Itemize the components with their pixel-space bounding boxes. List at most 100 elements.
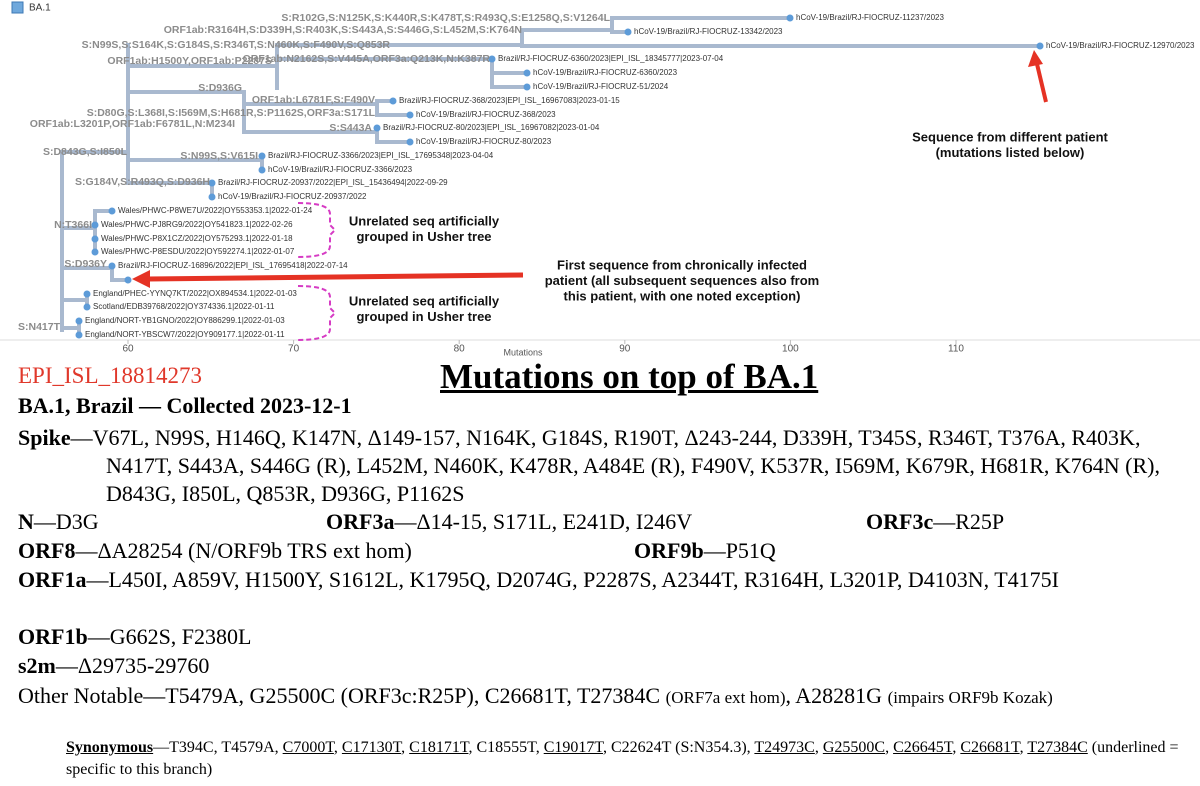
branches	[60, 16, 1042, 337]
branch-label: S:S443A	[329, 122, 372, 134]
axis-tick-label: 110	[948, 344, 964, 355]
gene-name: ORF1a	[18, 567, 87, 592]
gene-mutations: —L450I, A859V, H1500Y, S1612L, K1795Q, D…	[86, 567, 1059, 592]
synonymous-text: C7000T	[282, 739, 334, 756]
synonymous-text: , C18555T,	[468, 739, 544, 756]
leaf-label: hCoV-19/Brazil/RJ-FIOCRUZ-80/2023	[416, 137, 552, 146]
leaf-label: Brazil/RJ-FIOCRUZ-16896/2022|EPI_ISL_176…	[118, 261, 348, 270]
leaf-dot	[75, 331, 83, 339]
synonymous-text: C26645T	[893, 739, 953, 756]
gene-mutations: —D3G	[33, 509, 99, 534]
leaf-label: hCoV-19/Brazil/RJ-FIOCRUZ-368/2023	[416, 110, 556, 119]
synonymous-text: (underlined = specific to this branch)	[66, 739, 1179, 778]
doc-subtitle: BA.1, Brazil — Collected 2023-12-1	[18, 393, 352, 418]
annotation: Sequence from different patient	[912, 129, 1108, 144]
leaf-dot	[523, 69, 531, 77]
leaf-label: Scotland/EDB39768/2022|OY374336.1|2022-0…	[93, 302, 275, 311]
leaf-label: Brazil/RJ-FIOCRUZ-3366/2023|EPI_ISL_1769…	[268, 151, 494, 160]
sample-id: EPI_ISL_18814273	[18, 363, 202, 388]
leaf-label: Brazil/RJ-FIOCRUZ-20937/2022|EPI_ISL_154…	[218, 178, 448, 187]
leaf-label: England/NORT-YB1GNO/2022|OY886299.1|2022…	[85, 316, 285, 325]
gene-mutations: —ΔA28254 (N/ORF9b TRS ext hom)	[75, 538, 412, 563]
leaf-dot	[406, 138, 414, 146]
branch-label: ORF1ab:H1500Y,ORF1ab:P2287S	[107, 55, 272, 67]
annotation: Unrelated seq artificially	[349, 213, 500, 228]
arrow	[147, 272, 524, 282]
axis-tick-label: 70	[288, 344, 300, 355]
leaf-dot	[91, 248, 99, 256]
gene-mutations: —G662S, F2380L	[87, 624, 252, 649]
leaf-label: hCoV-19/Brazil/RJ-FIOCRUZ-11237/2023	[796, 13, 944, 22]
branch-label: S:D936G	[198, 82, 242, 94]
synonymous-text: T24973C	[754, 739, 815, 756]
gene-mutations: —P51Q	[703, 538, 776, 563]
annotation: grouped in Usher tree	[356, 229, 491, 244]
leaf-dot	[258, 166, 266, 174]
leaf-label: Wales/PHWC-P8WE7U/2022|OY553353.1|2022-0…	[118, 206, 313, 215]
arrow-head	[1028, 50, 1043, 67]
branch-label: N:T366I	[54, 219, 92, 231]
leaf-dot	[258, 152, 266, 160]
leaf-dot	[523, 83, 531, 91]
leaf-dot	[124, 276, 132, 284]
synonymous-text: C26681T	[960, 739, 1020, 756]
gene-entry: s2m—Δ29735-29760	[18, 652, 1196, 680]
synonymous-text: T27384C	[1027, 739, 1088, 756]
leaf-dot	[108, 207, 116, 215]
legend-label: BA.1	[29, 3, 51, 14]
synonymous: Synonymous—T394C, T4579A, C7000T, C17130…	[66, 737, 1196, 781]
gene-name: ORF1b	[18, 624, 88, 649]
leaf-label: England/PHEC-YYNQ7KT/2022|OX894534.1|202…	[93, 289, 297, 298]
gene-name: ORF3a	[326, 509, 395, 534]
axis-tick-label: 60	[122, 344, 134, 355]
synonymous-text: G25500C	[822, 739, 886, 756]
synonymous-text: , C22624T (S:N354.3),	[602, 739, 755, 756]
gene-entry: ORF1a—L450I, A859V, H1500Y, S1612L, K179…	[18, 566, 1196, 594]
branch-label: S:D936Y	[64, 258, 107, 270]
other-notable: Other Notable—T5479A, G25500C (ORF3c:R25…	[18, 682, 1196, 712]
leaf-label: Wales/PHWC-P8X1CZ/2022|OY575293.1|2022-0…	[101, 234, 293, 243]
synonymous-text: C17130T	[341, 739, 402, 756]
synonymous-text: C18171T	[409, 739, 469, 756]
branch-label: S:N417T	[18, 321, 61, 333]
branch-label: ORF1ab:L6781F,S:F490V	[252, 94, 375, 106]
leaf-dot	[389, 97, 397, 105]
doc-title: Mutations on top of BA.1	[440, 357, 819, 396]
leaf-dot	[624, 28, 632, 36]
leaf-dot	[488, 55, 496, 63]
axis-label: Mutations	[503, 347, 543, 357]
annotation: First sequence from chronically infected	[557, 257, 807, 272]
leaf-dot	[75, 317, 83, 325]
leaf-dot	[91, 235, 99, 243]
gene-mutations: —V67L, N99S, H146Q, K147N, Δ149-157, N16…	[70, 425, 1161, 506]
tree-view: BA.1 Mutations hCoV-19/Brazil/RJ-FIOCRUZ…	[0, 1, 1200, 357]
bracket	[297, 202, 337, 258]
branch-label: S:R102G,S:N125K,S:K440R,S:K478T,S:R493Q,…	[281, 12, 610, 24]
synonymous-text: ,	[885, 739, 894, 756]
leaf-label: Wales/PHWC-PJ8RG9/2022|OY541823.1|2022-0…	[101, 220, 293, 229]
notable-text: (ORF7a ext hom)	[665, 688, 786, 707]
gene-name: ORF3c	[866, 509, 934, 534]
annotation: Unrelated seq artificially	[349, 293, 500, 308]
gene-entry: ORF9b—P51Q	[634, 537, 776, 565]
leaf-label: Brazil/RJ-FIOCRUZ-80/2023|EPI_ISL_169670…	[383, 123, 600, 132]
leaf-dot	[208, 179, 216, 187]
branch-label: ORF1ab:L3201P,ORF1ab:F6781L,N:M234I	[30, 118, 235, 130]
branch-label: S:D80G,S:L368I,S:I569M,S:H681R,S:P1162S,…	[87, 107, 376, 119]
synonymous-text: ,	[814, 739, 823, 756]
leaf-label: hCoV-19/Brazil/RJ-FIOCRUZ-51/2024	[533, 82, 669, 91]
labels: hCoV-19/Brazil/RJ-FIOCRUZ-11237/2023 hCoV…	[18, 12, 1195, 339]
branch-label: S:N99S,S:V615I	[180, 150, 258, 162]
leaf-label: Brazil/RJ-FIOCRUZ-6360/2023|EPI_ISL_1834…	[498, 54, 724, 63]
arrow	[1035, 63, 1048, 103]
gene-entry: ORF3a—Δ14-15, S171L, E241D, I246V	[326, 508, 692, 536]
gene-name: s2m	[18, 653, 56, 678]
notable-text: Other Notable—T5479A, G25500C (ORF3c:R25…	[18, 683, 666, 708]
leaf-label: hCoV-19/Brazil/RJ-FIOCRUZ-13342/2023	[634, 27, 783, 36]
leaf-dot	[1036, 42, 1044, 50]
leaf-dot	[108, 262, 116, 270]
gene-mutations: —Δ14-15, S171L, E241D, I246V	[394, 509, 693, 534]
branch-label: ORF1ab:R3164H,S:D339H,S:R403K,S:S443A,S:…	[164, 24, 522, 36]
leaf-label: hCoV-19/Brazil/RJ-FIOCRUZ-20937/2022	[218, 192, 367, 201]
leaf-label: Brazil/RJ-FIOCRUZ-368/2023|EPI_ISL_16967…	[399, 96, 620, 105]
